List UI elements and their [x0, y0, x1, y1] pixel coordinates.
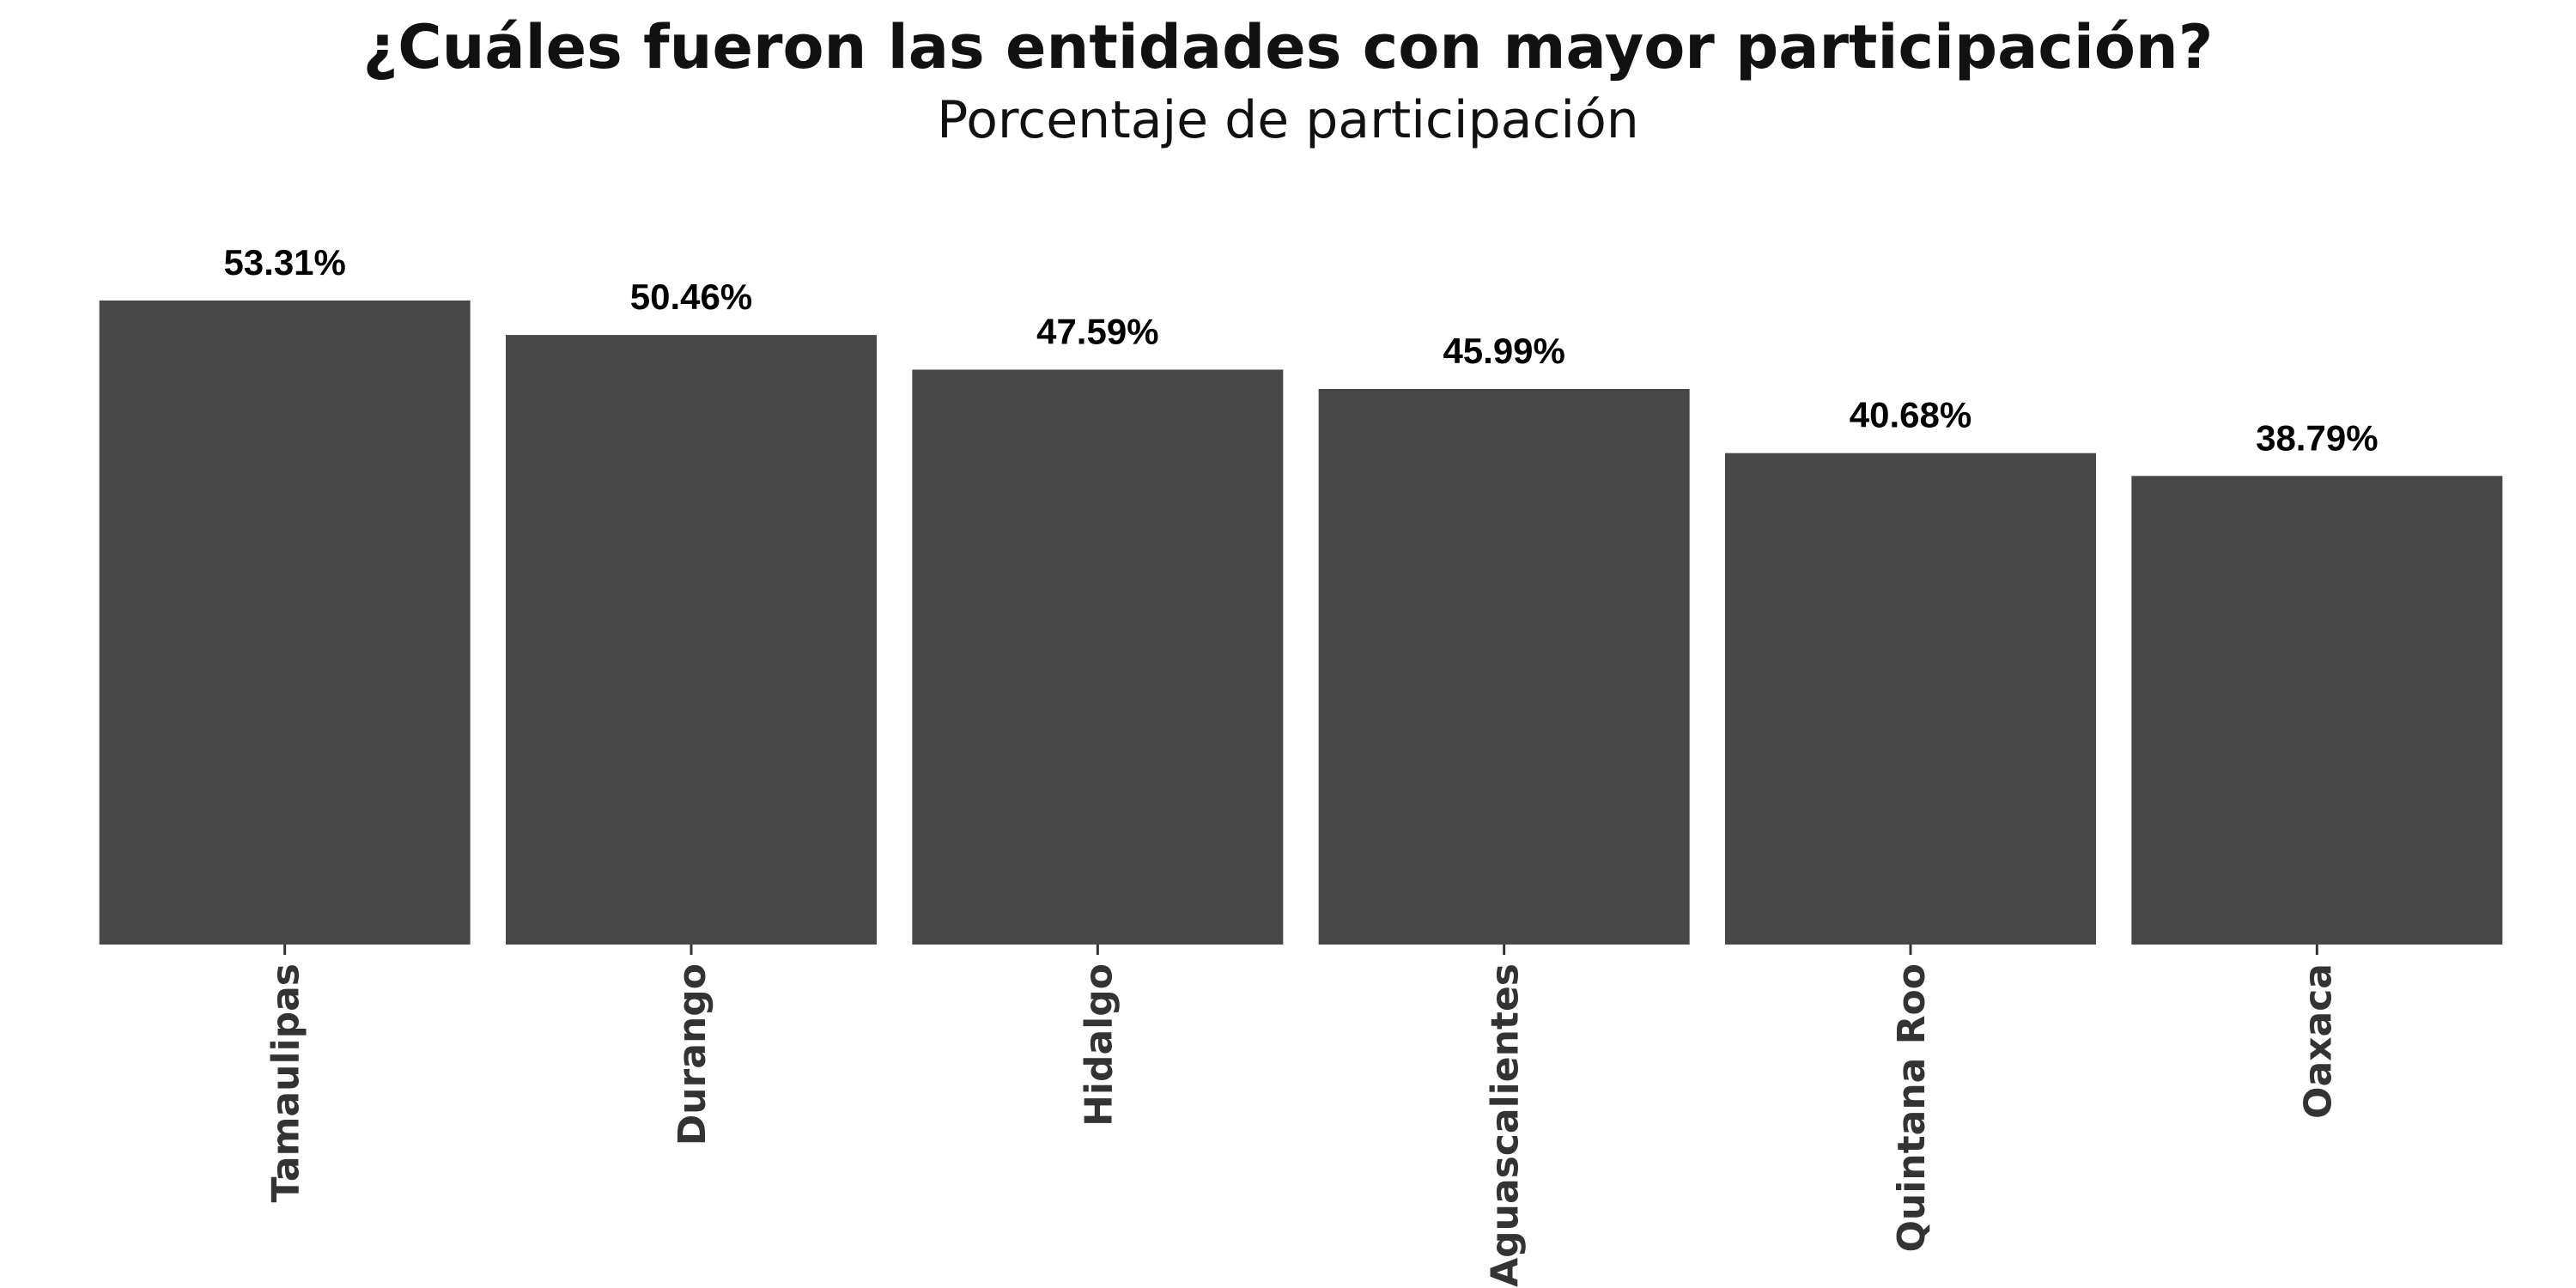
x-tick-label: Aguascalientes [1484, 963, 1528, 1287]
chart-title: ¿Cuáles fueron las entidades con mayor p… [362, 12, 2214, 82]
bar-aguascalientes [1318, 388, 1690, 945]
value-label: 40.68% [1850, 395, 1971, 435]
value-label: 45.99% [1443, 331, 1564, 371]
bar-hidalgo [912, 369, 1284, 945]
x-tick-label: Hidalgo [1077, 963, 1121, 1127]
value-label: 47.59% [1036, 311, 1158, 351]
x-tick-label: Durango [671, 963, 714, 1145]
bar-oaxaca [2131, 476, 2503, 945]
x-tick-label: Oaxaca [2296, 963, 2340, 1119]
value-label: 53.31% [223, 242, 345, 283]
x-tick-label: Quintana Roo [1890, 963, 1934, 1253]
value-label: 50.46% [630, 276, 752, 317]
chart-subtitle: Porcentaje de participación [937, 90, 1639, 150]
bar-quintana-roo [1725, 453, 2096, 945]
x-tick-label: Tamaulipas [264, 963, 308, 1202]
bar-durango [506, 335, 877, 945]
value-label: 38.79% [2256, 417, 2378, 458]
bar-tamaulipas [99, 301, 471, 945]
